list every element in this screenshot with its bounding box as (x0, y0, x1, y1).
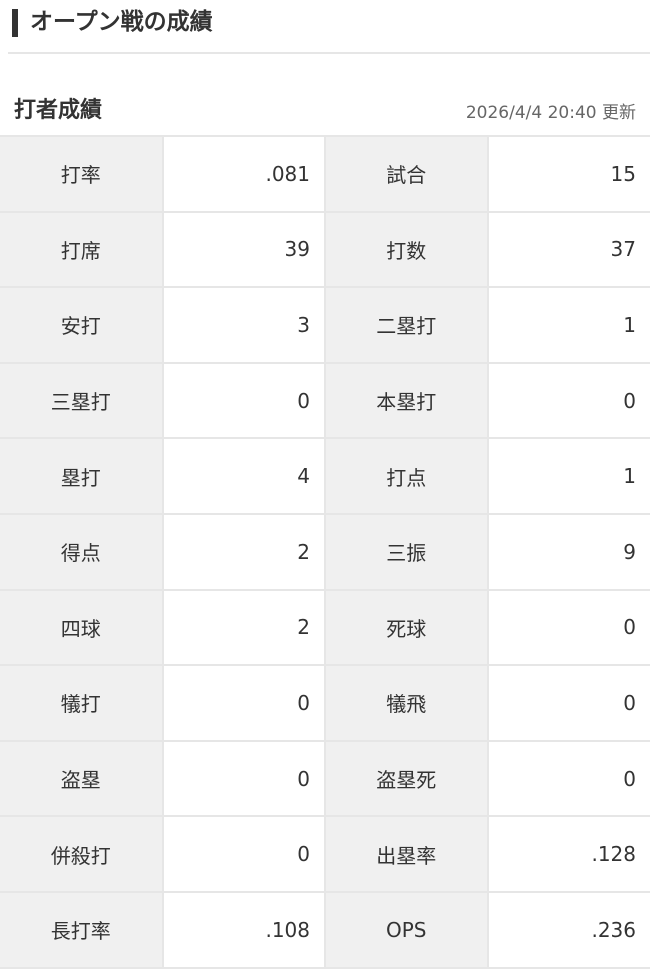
section-header: 打者成績 2026/4/4 20:40 更新 (0, 54, 650, 135)
updated-timestamp: 2026/4/4 20:40 更新 (465, 103, 636, 123)
stat-label: 本塁打 (324, 361, 489, 440)
stat-label: 盗塁 (0, 739, 164, 818)
stat-label: 四球 (0, 588, 164, 667)
stat-value: 0 (161, 739, 326, 818)
stat-value: 37 (486, 210, 650, 289)
stat-value: 3 (161, 286, 326, 364)
page-title: オープン戦の成績 (30, 9, 213, 35)
batting-stats-table: 打率 .081 試合 15 打席 39 打数 37 安打 3 二塁打 1 三塁打 0 本塁打 0 塁打 4 打点 1 得… (0, 135, 650, 969)
stat-value: 4 (161, 437, 326, 515)
stat-label: 盗塁死 (324, 739, 489, 818)
table-row: 得点 2 三振 9 (0, 512, 650, 591)
table-row: 犠打 0 犠飛 0 (0, 664, 650, 742)
stat-label: OPS (324, 890, 489, 969)
stat-label: 打席 (0, 210, 164, 289)
stat-value: 2 (161, 512, 326, 591)
stat-value: 9 (486, 512, 650, 591)
stat-value: 39 (161, 210, 326, 289)
table-row: 打率 .081 試合 15 (0, 135, 650, 213)
stat-label: 打数 (324, 210, 489, 289)
stat-label: 試合 (324, 135, 489, 213)
stat-label: 三塁打 (0, 361, 164, 440)
section-title: 打者成績 (14, 98, 103, 123)
table-row: 四球 2 死球 0 (0, 588, 650, 667)
stat-value: 0 (161, 664, 326, 742)
stat-value: 2 (161, 588, 326, 667)
stat-value: 15 (486, 135, 650, 213)
page-header: オープン戦の成績 (8, 0, 650, 54)
stat-value: 0 (486, 588, 650, 667)
stat-value: 1 (486, 437, 650, 515)
stat-label: 塁打 (0, 437, 164, 515)
table-row: 三塁打 0 本塁打 0 (0, 361, 650, 440)
stat-value: .108 (161, 890, 326, 969)
stat-label: 出塁率 (324, 815, 489, 893)
stat-label: 死球 (324, 588, 489, 667)
table-row: 長打率 .108 OPS .236 (0, 890, 650, 969)
stat-label: 犠飛 (324, 664, 489, 742)
stat-label: 長打率 (0, 890, 164, 969)
stat-value: .081 (161, 135, 326, 213)
stat-value: 0 (161, 361, 326, 440)
stat-value: .128 (486, 815, 650, 893)
stat-label: 打率 (0, 135, 164, 213)
stat-label: 犠打 (0, 664, 164, 742)
stat-value: 0 (486, 664, 650, 742)
heading-accent-bar (12, 9, 18, 37)
stat-value: 0 (486, 739, 650, 818)
stat-value: 0 (486, 361, 650, 440)
stat-label: 得点 (0, 512, 164, 591)
table-row: 塁打 4 打点 1 (0, 437, 650, 515)
stat-label: 併殺打 (0, 815, 164, 893)
stat-label: 二塁打 (324, 286, 489, 364)
stat-value: 1 (486, 286, 650, 364)
table-row: 安打 3 二塁打 1 (0, 286, 650, 364)
stat-label: 三振 (324, 512, 489, 591)
table-row: 併殺打 0 出塁率 .128 (0, 815, 650, 893)
stat-label: 打点 (324, 437, 489, 515)
stat-value: .236 (486, 890, 650, 969)
stat-label: 安打 (0, 286, 164, 364)
table-row: 盗塁 0 盗塁死 0 (0, 739, 650, 818)
table-row: 打席 39 打数 37 (0, 210, 650, 289)
stat-value: 0 (161, 815, 326, 893)
